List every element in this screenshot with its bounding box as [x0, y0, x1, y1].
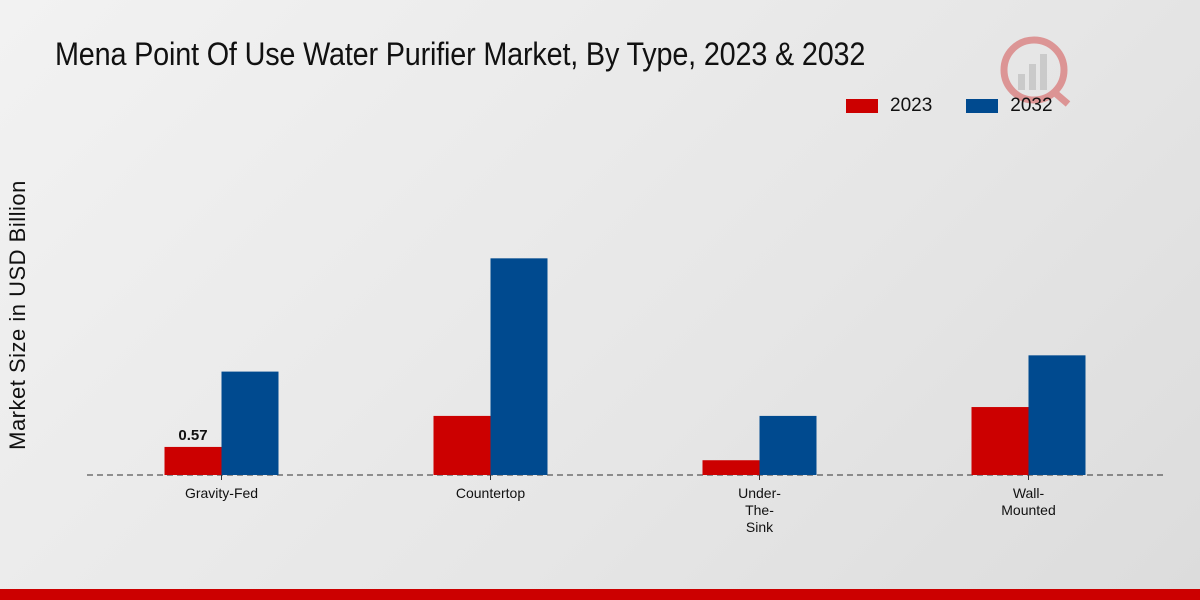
- legend-item-2032: 2032: [966, 95, 1053, 117]
- watermark-logo-icon: [996, 30, 1074, 115]
- chart-legend: 2023 2032: [846, 95, 1053, 117]
- legend-item-2023: 2023: [846, 95, 932, 117]
- chart-title: Mena Point Of Use Water Purifier Market,…: [55, 36, 866, 72]
- x-tick-label: Countertop: [456, 485, 525, 501]
- bar-2023-countertop: [433, 415, 491, 475]
- bottom-accent-bar: [0, 589, 1200, 600]
- data-label: 0.57: [178, 427, 207, 444]
- x-tick-label: Under-The-Sink: [738, 485, 781, 535]
- x-tick-label: Wall-Mounted: [1001, 485, 1055, 518]
- legend-swatch-2032: [966, 99, 999, 113]
- legend-swatch-2023: [846, 99, 878, 113]
- bar-2023-wall-mounted: [971, 407, 1029, 475]
- x-tick-label: Gravity-Fed: [185, 485, 258, 501]
- bar-2023-gravity-fed: [164, 446, 222, 475]
- bar-2023-under-the-sink: [702, 460, 760, 475]
- bar-2032-gravity-fed: [221, 371, 279, 475]
- bar-2032-countertop: [490, 258, 548, 475]
- legend-label-2032: 2032: [1010, 95, 1053, 116]
- bar-2032-under-the-sink: [759, 415, 817, 475]
- legend-label-2023: 2023: [890, 95, 933, 116]
- bar-2032-wall-mounted: [1028, 355, 1086, 475]
